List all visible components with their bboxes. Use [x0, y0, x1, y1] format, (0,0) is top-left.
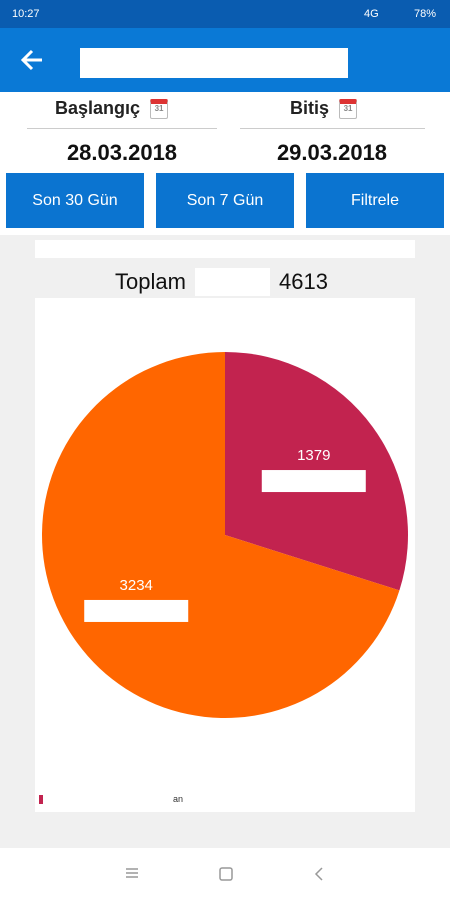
back-nav-button[interactable]	[312, 866, 326, 882]
battery: 78%	[414, 8, 437, 20]
start-date[interactable]: 28.03.2018	[66, 140, 178, 165]
time: 10:27	[12, 8, 40, 20]
data-label: 1379	[297, 447, 330, 464]
status-bar: 10:27 4G 78%	[0, 0, 450, 28]
divider	[240, 128, 425, 129]
redacted	[195, 268, 270, 296]
app-bar	[0, 28, 450, 92]
button[interactable]: Son 30 Gün	[6, 173, 144, 228]
menu-button[interactable]	[125, 866, 139, 880]
data-label: 3234	[120, 577, 153, 594]
start-label-text: Başlangıç	[55, 98, 141, 118]
button[interactable]: Son 7 Gün	[156, 173, 294, 228]
legend-swatch	[39, 795, 43, 804]
button[interactable]: Filtrele	[306, 173, 444, 228]
total-value: 4613	[279, 269, 328, 294]
network: 4G	[364, 8, 379, 20]
calendar-icon[interactable]: 31	[339, 98, 358, 119]
pie-slice	[41, 352, 400, 718]
nav-bar	[0, 848, 450, 900]
total-label: Toplam	[115, 269, 186, 294]
redacted	[261, 470, 366, 493]
back-button[interactable]	[20, 48, 46, 72]
info-row	[35, 240, 415, 258]
calendar-icon[interactable]: 31	[150, 98, 169, 119]
divider	[27, 128, 217, 129]
legend-text: an	[173, 794, 183, 804]
start-label: Başlangıç 31	[55, 98, 169, 119]
search-field[interactable]	[80, 48, 348, 78]
chart: an 1379 3234	[35, 298, 415, 812]
redacted	[84, 599, 189, 622]
home-button[interactable]	[218, 866, 234, 882]
end-date[interactable]: 29.03.2018	[276, 140, 388, 165]
end-label-text: Bitiş	[290, 98, 330, 118]
end-label: Bitiş 31	[290, 98, 358, 119]
